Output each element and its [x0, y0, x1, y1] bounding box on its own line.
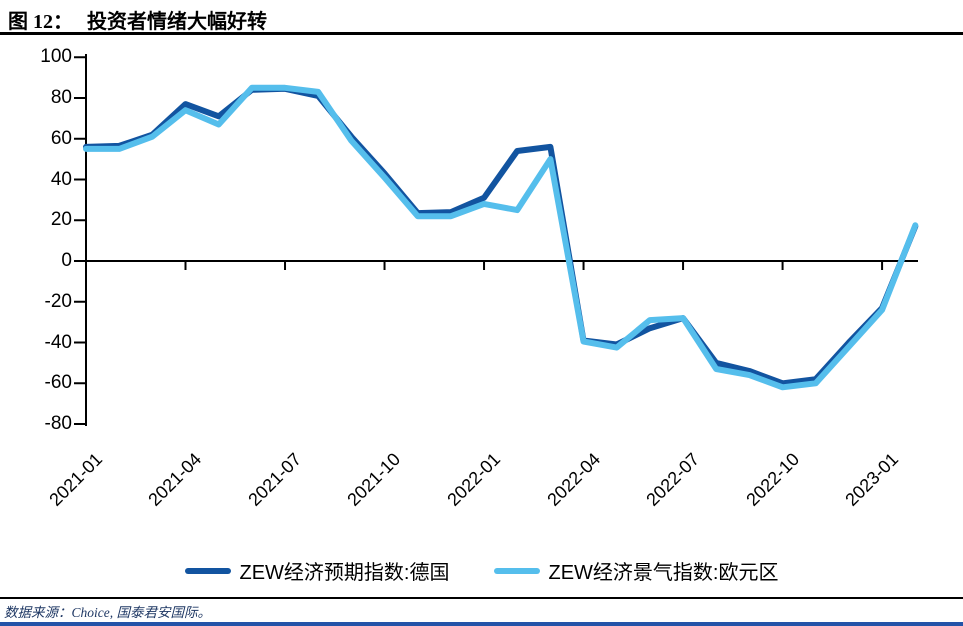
y-tick-label: -20 — [44, 290, 72, 312]
y-tick-label: 40 — [50, 168, 72, 190]
y-tick-label: 60 — [50, 127, 72, 149]
legend-line-swatch — [184, 567, 231, 574]
data-source-note: 数据来源：Choice, 国泰君安国际。 — [4, 605, 211, 620]
series-line-eurozone — [83, 84, 919, 391]
y-tick-label: -40 — [44, 331, 72, 353]
figure-title-text: 投资者情绪大幅好转 — [87, 11, 267, 33]
y-tick-label: 0 — [61, 250, 72, 271]
y-tick-label: -80 — [44, 413, 72, 434]
y-tick-label: 20 — [50, 209, 72, 231]
legend-label: ZEW经济景气指数:欧元区 — [548, 562, 779, 584]
legend-label: ZEW经济预期指数:德国 — [239, 562, 450, 584]
legend-item: ZEW经济景气指数:欧元区 — [493, 556, 779, 585]
y-tick-label: 80 — [50, 87, 72, 108]
bottom-accent-bar — [0, 622, 963, 626]
figure-title: 图 12： 投资者情绪大幅好转 — [8, 5, 267, 34]
title-underline — [0, 32, 963, 35]
legend-item: ZEW经济预期指数:德国 — [184, 556, 450, 585]
chart-legend: ZEW经济预期指数:德国 ZEW经济景气指数:欧元区 — [0, 556, 963, 585]
y-tick-label: 100 — [40, 46, 72, 68]
legend-line-swatch — [493, 567, 540, 574]
footer-divider — [0, 597, 963, 599]
y-tick-label: -60 — [44, 372, 72, 394]
figure-label: 图 12： — [8, 11, 73, 33]
series-line-germany — [83, 85, 919, 387]
